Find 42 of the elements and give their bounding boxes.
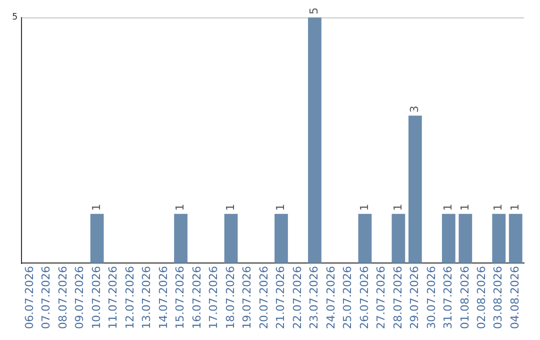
x-tick-label: 26.07.2026 [358,266,371,330]
x-tick-label: 02.08.2026 [475,266,488,330]
x-tick-label: 10.07.2026 [90,266,103,330]
x-tick-label: 13.07.2026 [140,266,154,330]
x-tick-label: 28.07.2026 [391,266,404,330]
x-tick-label: 16.07.2026 [190,266,204,330]
data-label: 1 [90,204,103,211]
x-tick-label: 30.07.2026 [424,266,438,330]
x-tick-label: 09.07.2026 [73,266,86,330]
data-label: 1 [224,204,237,211]
x-tick-label: 23.07.2026 [308,266,321,330]
data-label: 1 [274,204,288,211]
x-tick-label: 14.07.2026 [156,266,170,330]
x-tick-label: 22.07.2026 [290,266,304,330]
data-label: 1 [508,204,522,211]
x-tick-label: 19.07.2026 [240,266,254,330]
x-tick-label: 12.07.2026 [123,266,136,330]
x-tick-label: 07.07.2026 [40,266,53,330]
x-tick-label: 31.07.2026 [442,266,455,330]
x-tick-label: 24.07.2026 [324,266,338,330]
data-label: 3 [408,106,422,113]
data-label: 1 [174,204,187,211]
x-tick-label: 20.07.2026 [257,266,270,330]
x-tick-label: 21.07.2026 [274,266,288,330]
x-tick-label: 18.07.2026 [224,266,237,330]
x-tick-label: 08.07.2026 [56,266,70,330]
data-label: 1 [458,204,472,211]
x-tick-label: 04.08.2026 [508,266,522,330]
data-label: 1 [391,204,404,211]
x-tick-label: 06.07.2026 [22,266,36,330]
x-tick-label: 25.07.2026 [341,266,354,330]
data-label: 1 [358,204,371,211]
x-tick-label: 15.07.2026 [174,266,187,330]
x-tick-label: 17.07.2026 [207,266,220,330]
x-tick-label: 27.07.2026 [374,266,388,330]
x-tick-label: 11.07.2026 [106,266,120,330]
x-tick-label: 03.08.2026 [492,266,505,330]
data-label: 1 [492,204,505,211]
x-tick-label: 29.07.2026 [408,266,422,330]
x-tick-label: 01.08.2026 [458,266,472,330]
data-label: 1 [442,204,455,211]
data-label: 5 [308,7,321,14]
